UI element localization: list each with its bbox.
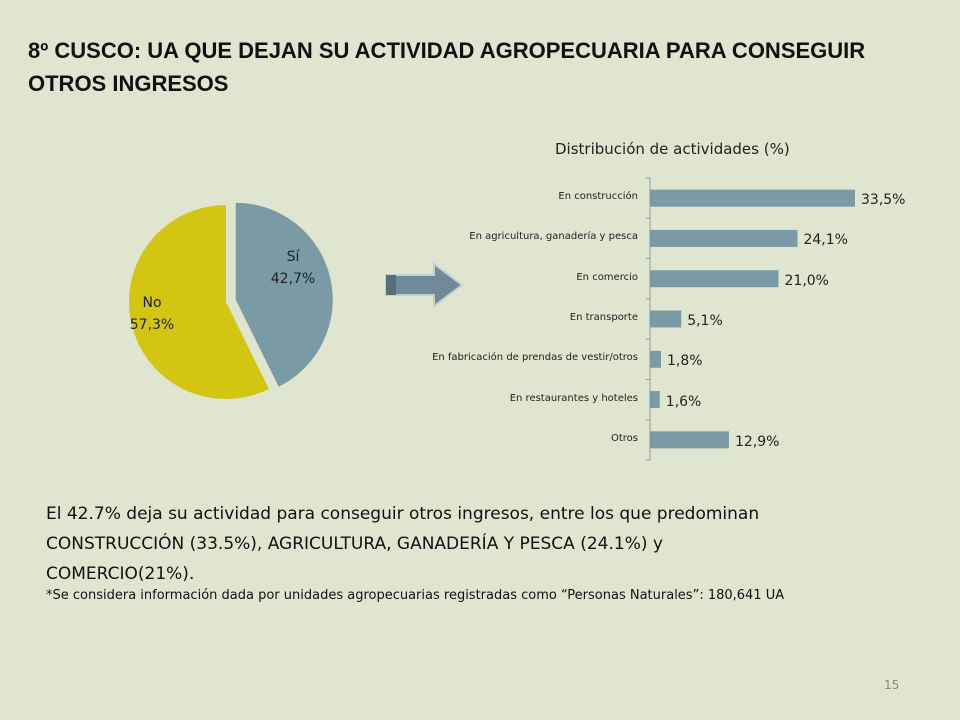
slide-title: 8º CUSCO: UA QUE DEJAN SU ACTIVIDAD AGRO… <box>28 34 928 100</box>
pie-label-si-value: 42,7% <box>270 271 316 287</box>
bar-value-label: 21,0% <box>784 272 829 289</box>
pie-label-no-value: 57,3% <box>129 317 175 333</box>
slide-title-line-2: OTROS INGRESOS <box>28 71 229 96</box>
bar-category-label: En agricultura, ganadería y pesca <box>469 231 638 243</box>
bar-2 <box>650 270 779 288</box>
pie-slice-no <box>129 205 269 399</box>
pie-label-si: Sí 42,7% <box>263 246 323 290</box>
bar-category-label: En fabricación de prendas de vestir/otro… <box>432 352 638 364</box>
pie-slice-si <box>235 202 333 387</box>
bar-value-label: 1,8% <box>667 353 703 370</box>
summary-line-3: COMERCIO(21%). <box>46 564 195 584</box>
bar-value-label: 12,9% <box>734 433 780 450</box>
summary-text: El 42.7% deja su actividad para consegui… <box>46 499 926 589</box>
bar-5 <box>650 391 660 409</box>
summary-line-2: CONSTRUCCIÓN (33.5%), AGRICULTURA, GANAD… <box>46 534 663 554</box>
page-number: 15 <box>884 678 900 692</box>
summary-line-1: El 42.7% deja su actividad para consegui… <box>46 504 760 524</box>
bar-category-label: Otros <box>610 432 638 444</box>
bar-category-label: En restaurantes y hoteles <box>509 392 638 404</box>
bar-value-label: 33,5% <box>861 192 906 209</box>
bar-category-label: En construcción <box>558 191 638 203</box>
bar-value-label: 24,1% <box>803 232 848 249</box>
bar-category-label: En comercio <box>576 271 638 283</box>
bar-1 <box>650 229 798 247</box>
pie-label-si-name: Sí <box>286 249 300 265</box>
bar-value-label: 1,6% <box>665 393 702 410</box>
footnote: *Se considera información dada por unida… <box>46 588 785 603</box>
pie-label-no-name: No <box>142 295 162 311</box>
bar-0 <box>650 189 855 207</box>
bar-6 <box>650 431 729 449</box>
chart-title: Distribución de actividades (%) <box>555 140 790 158</box>
bar-value-label: 5,1% <box>687 313 723 329</box>
pie-label-no: No 57,3% <box>122 292 182 336</box>
bar-3 <box>650 310 682 328</box>
bar-4 <box>650 350 662 368</box>
slide-title-line-1: 8º CUSCO: UA QUE DEJAN SU ACTIVIDAD AGRO… <box>28 38 866 63</box>
right-arrow-icon <box>385 262 464 308</box>
bar-category-label: En transporte <box>569 312 638 323</box>
